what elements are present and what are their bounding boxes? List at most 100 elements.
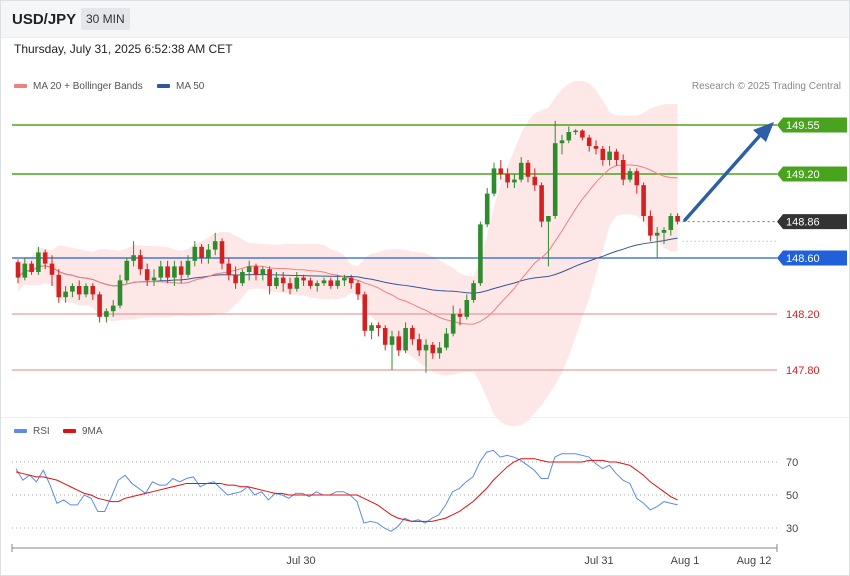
price-label: 149.55 [786, 120, 820, 132]
candle-body [308, 280, 313, 286]
legend-ma20: MA 20 + Bollinger Bands [14, 81, 143, 92]
candle-body [267, 269, 272, 286]
candle-body [104, 311, 109, 317]
x-axis-label: Aug 1 [671, 555, 700, 567]
candle-body [369, 325, 374, 331]
candle-body [294, 277, 300, 289]
candle-body [76, 286, 82, 295]
ma20-line [17, 164, 678, 325]
candle-body [518, 162, 524, 180]
candle-body [253, 266, 259, 275]
price-tag-resistance [777, 166, 847, 182]
candle-body [212, 241, 218, 250]
rsi-ma-line [15, 458, 678, 522]
candle-body [546, 216, 551, 222]
candle-body [566, 132, 572, 141]
candle-body [342, 277, 347, 281]
candle-body [532, 176, 538, 186]
candle-body [396, 336, 402, 351]
candle-body [97, 294, 102, 317]
candle-body [498, 168, 504, 174]
candle-body [274, 277, 279, 286]
candle-body [240, 272, 245, 284]
candle-body [403, 328, 408, 351]
candle-body [559, 140, 565, 144]
candle-body [206, 249, 211, 258]
candle-body [314, 283, 320, 286]
ma50-label: MA 50 [176, 81, 205, 92]
candle-body [416, 339, 422, 351]
candle-body [246, 266, 252, 272]
candle-body [287, 283, 293, 289]
candle-body [580, 130, 585, 138]
candle-body [348, 277, 354, 284]
price-tag-current [777, 214, 847, 230]
candle-body [410, 328, 415, 340]
price-tag-pivot [777, 250, 847, 266]
legend-ma50: MA 50 [157, 81, 204, 92]
candle-body [552, 143, 558, 216]
candle-body [226, 263, 232, 275]
candle-body [539, 185, 544, 222]
candle-body [301, 277, 306, 281]
candle-body [362, 294, 368, 331]
price-label: 147.80 [786, 365, 820, 377]
candle-body [178, 266, 184, 275]
panel-divider [1, 417, 849, 418]
chart-header: USD/JPY 30 MIN [1, 1, 849, 38]
candle-body [192, 246, 198, 261]
candle-body [15, 262, 21, 278]
candle-body [668, 216, 674, 230]
price-label: 149.20 [786, 169, 820, 181]
ma20-swatch [14, 84, 27, 89]
candle-body [70, 286, 75, 292]
candle-body [36, 252, 41, 272]
candle-body [280, 277, 286, 284]
candle-body [335, 280, 340, 286]
candle-body [90, 286, 96, 295]
candle-body [491, 168, 497, 194]
candle-body [233, 274, 238, 284]
candle-body [49, 263, 55, 275]
candle-body [634, 171, 640, 186]
timeframe-button[interactable]: 30 MIN [81, 8, 130, 30]
candle-body [573, 130, 578, 133]
candle-body [593, 146, 599, 149]
price-label: 148.20 [786, 309, 820, 321]
candle-body [56, 274, 62, 298]
candle-body [131, 255, 136, 261]
candle-body [457, 314, 463, 317]
x-axis-label: Jul 30 [286, 555, 315, 567]
candle-body [512, 179, 517, 183]
price-label: 148.86 [786, 217, 820, 229]
candle-body [110, 305, 116, 312]
forecast-arrow [683, 130, 765, 222]
credit-text: Research © 2025 Trading Central [691, 81, 841, 92]
candle-body [675, 216, 680, 222]
candle-body [464, 300, 470, 317]
candle-body [450, 314, 456, 334]
candle-body [430, 344, 436, 354]
candle-body [376, 325, 381, 328]
candle-body [185, 260, 191, 275]
rsi-label: RSI [33, 426, 50, 437]
forecast-arrowhead [753, 122, 774, 142]
legend-rsi: RSI [14, 426, 50, 437]
candle-body [607, 151, 612, 160]
rsi-ma-label: 9MA [82, 426, 103, 437]
candle-body [63, 291, 68, 298]
x-axis-label: Aug 12 [737, 555, 772, 567]
candle-body [158, 266, 164, 278]
candle-body [138, 255, 143, 270]
candle-body [484, 193, 490, 225]
candle-body [144, 269, 150, 281]
candle-body [614, 151, 619, 160]
candle-body [355, 283, 361, 295]
rsi-level-label: 70 [786, 457, 798, 469]
candle-body [423, 344, 429, 351]
candle-body [620, 160, 626, 180]
candle-body [124, 260, 130, 281]
rsi-line [15, 449, 678, 532]
